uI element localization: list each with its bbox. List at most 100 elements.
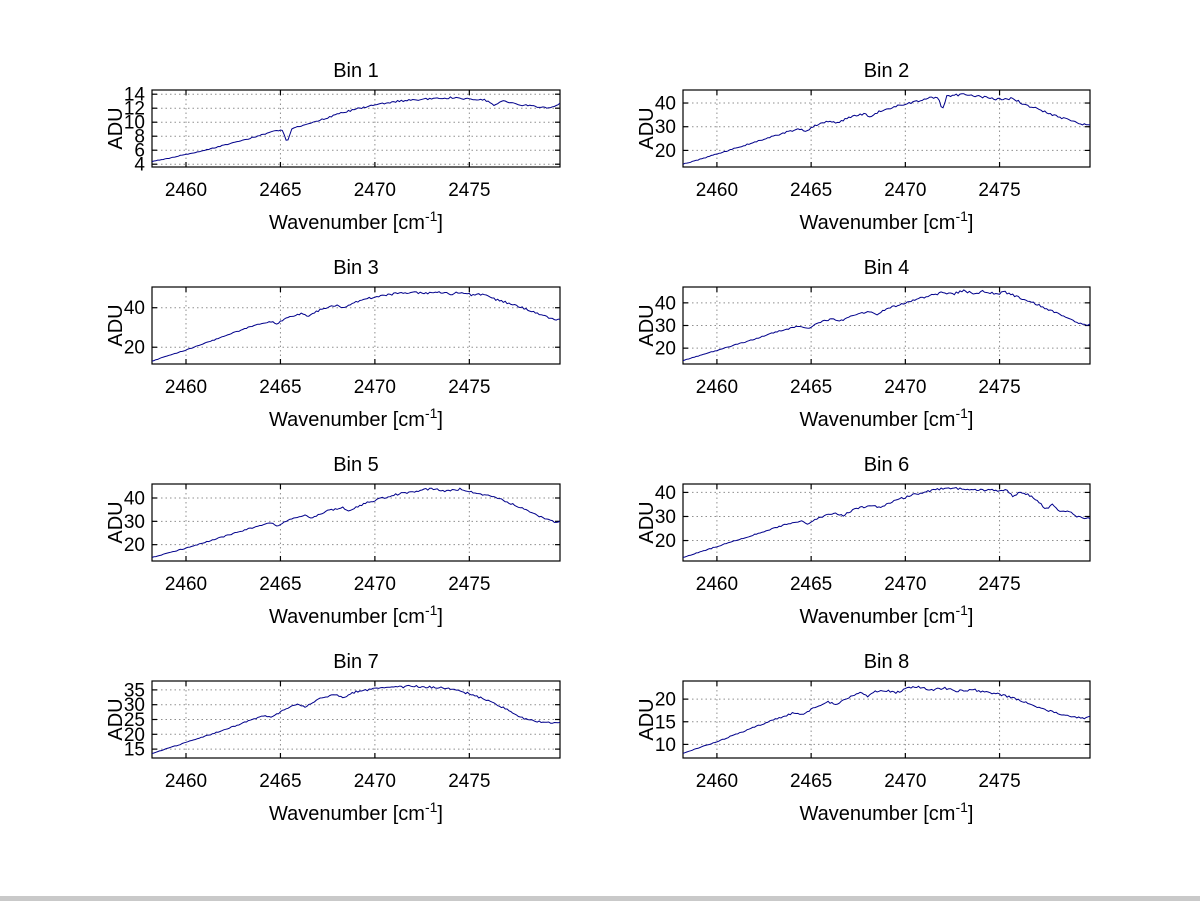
x-tick-label: 2460 <box>696 180 738 201</box>
x-tick-label: 2470 <box>884 180 926 201</box>
y-tick-label: 20 <box>124 725 145 746</box>
y-axis-label: ADU <box>636 501 658 543</box>
x-tick-label: 2470 <box>884 377 926 398</box>
chart-title: Bin 1 <box>333 60 379 82</box>
x-tick-label: 2470 <box>354 771 396 792</box>
axes-box <box>682 483 1091 562</box>
y-tick-label: 10 <box>124 113 145 134</box>
x-tick-label: 2465 <box>259 377 301 398</box>
chart-title: Bin 8 <box>864 651 910 673</box>
x-tick-label: 2475 <box>978 180 1020 201</box>
y-tick-label: 35 <box>124 680 145 701</box>
axes-box <box>151 89 561 168</box>
x-tick-label: 2465 <box>259 771 301 792</box>
spectrum-line-bin-5 <box>152 487 560 558</box>
spectrum-line-bin-2 <box>683 93 1090 165</box>
y-axis-label: ADU <box>105 501 127 543</box>
chart-title: Bin 7 <box>333 651 379 673</box>
y-tick-label: 12 <box>124 99 145 120</box>
y-tick-label: 20 <box>655 339 676 360</box>
x-tick-label: 2460 <box>165 377 207 398</box>
y-tick-label: 30 <box>655 316 676 337</box>
spectrum-line-bin-3 <box>152 291 560 362</box>
spectrum-line-bin-4 <box>683 289 1090 362</box>
x-axis-label: Wavenumber [cm-1] <box>269 208 443 234</box>
x-tick-label: 2475 <box>978 771 1020 792</box>
spectrum-line-bin-6 <box>683 486 1090 558</box>
x-axis-label: Wavenumber [cm-1] <box>800 799 974 825</box>
x-tick-label: 2460 <box>165 180 207 201</box>
y-tick-label: 10 <box>655 735 676 756</box>
x-axis-label: Wavenumber [cm-1] <box>269 405 443 431</box>
x-tick-label: 2465 <box>790 377 832 398</box>
x-tick-label: 2475 <box>978 574 1020 595</box>
chart-title: Bin 2 <box>864 60 910 82</box>
chart-title: Bin 4 <box>864 257 910 279</box>
x-axis-label: Wavenumber [cm-1] <box>800 405 974 431</box>
y-axis-label: ADU <box>636 698 658 740</box>
x-axis-label: Wavenumber [cm-1] <box>800 208 974 234</box>
axes-box <box>151 286 561 365</box>
y-tick-label: 30 <box>124 512 145 533</box>
x-tick-label: 2475 <box>448 574 490 595</box>
y-tick-label: 15 <box>655 712 676 733</box>
x-axis-label: Wavenumber [cm-1] <box>269 799 443 825</box>
axes-box <box>151 483 561 562</box>
y-axis-label: ADU <box>636 107 658 149</box>
spectrum-line-bin-7 <box>152 684 560 754</box>
y-tick-label: 25 <box>124 710 145 731</box>
x-tick-label: 2460 <box>165 574 207 595</box>
y-tick-label: 4 <box>134 155 145 176</box>
chart-title: Bin 3 <box>333 257 379 279</box>
x-tick-label: 2460 <box>696 574 738 595</box>
x-tick-label: 2475 <box>448 377 490 398</box>
x-tick-label: 2465 <box>259 180 301 201</box>
chart-title: Bin 6 <box>864 454 910 476</box>
y-tick-label: 40 <box>655 483 676 504</box>
spectrum-line-bin-8 <box>683 685 1090 754</box>
x-tick-label: 2470 <box>884 574 926 595</box>
spectrum-line-bin-1 <box>152 96 560 163</box>
y-tick-label: 20 <box>124 338 145 359</box>
x-tick-label: 2465 <box>790 771 832 792</box>
y-tick-label: 8 <box>134 127 145 148</box>
x-axis-label: Wavenumber [cm-1] <box>800 602 974 628</box>
y-tick-label: 40 <box>655 94 676 115</box>
y-tick-label: 30 <box>655 507 676 528</box>
y-axis-label: ADU <box>105 304 127 346</box>
x-tick-label: 2470 <box>884 771 926 792</box>
y-tick-label: 30 <box>124 695 145 716</box>
y-tick-label: 20 <box>655 141 676 162</box>
axes-box <box>682 680 1091 759</box>
x-tick-label: 2460 <box>696 771 738 792</box>
x-tick-label: 2465 <box>790 574 832 595</box>
y-tick-label: 40 <box>124 298 145 319</box>
x-tick-label: 2475 <box>448 180 490 201</box>
y-axis-label: ADU <box>105 698 127 740</box>
axes-box <box>682 89 1091 168</box>
y-axis-label: ADU <box>105 107 127 149</box>
window-bottom-edge <box>0 896 1200 901</box>
x-tick-label: 2470 <box>354 377 396 398</box>
y-axis-label: ADU <box>636 304 658 346</box>
x-tick-label: 2465 <box>259 574 301 595</box>
y-tick-label: 40 <box>124 489 145 510</box>
y-tick-label: 20 <box>124 535 145 556</box>
x-axis-label: Wavenumber [cm-1] <box>269 602 443 628</box>
x-tick-label: 2470 <box>354 574 396 595</box>
x-tick-label: 2475 <box>978 377 1020 398</box>
y-tick-label: 40 <box>655 293 676 314</box>
y-tick-label: 15 <box>124 740 145 761</box>
y-tick-label: 30 <box>655 117 676 138</box>
x-tick-label: 2475 <box>448 771 490 792</box>
x-tick-label: 2460 <box>165 771 207 792</box>
y-tick-label: 6 <box>134 141 145 162</box>
